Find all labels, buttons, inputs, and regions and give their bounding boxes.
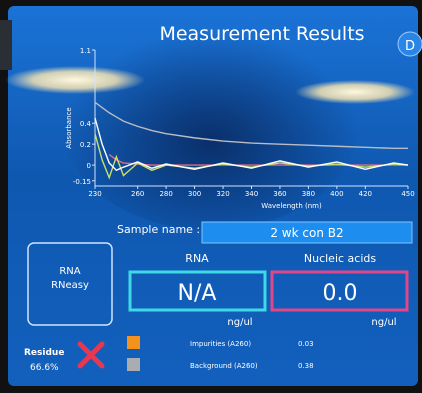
method-line2[interactable]: RNeasy bbox=[51, 280, 89, 291]
legend-swatch bbox=[127, 358, 140, 371]
x-axis-label: Wavelength (nm) bbox=[261, 202, 322, 210]
sample-value[interactable]: 2 wk con B2 bbox=[270, 226, 343, 240]
x-tick-label: 360 bbox=[273, 190, 286, 198]
sample-label: Sample name : bbox=[117, 223, 200, 236]
x-tick-label: 300 bbox=[188, 190, 201, 198]
x-tick-label: 420 bbox=[359, 190, 372, 198]
x-tick-label: 380 bbox=[302, 190, 315, 198]
legend-label: Background (A260) bbox=[190, 362, 258, 370]
legend-label: Impurities (A260) bbox=[190, 340, 251, 348]
y-tick-label: 0.4 bbox=[80, 120, 92, 128]
y-tick-label: 1.1 bbox=[80, 47, 91, 55]
x-tick-label: 320 bbox=[216, 190, 229, 198]
residue-label: Residue bbox=[24, 348, 64, 358]
legend-value: 0.03 bbox=[298, 340, 314, 348]
x-tick-label: 450 bbox=[401, 190, 414, 198]
result-label: RNA bbox=[185, 252, 209, 265]
method-line1[interactable]: RNA bbox=[59, 266, 80, 277]
residue-value: 66.6% bbox=[30, 363, 59, 373]
x-tick-label: 280 bbox=[159, 190, 172, 198]
y-tick-label: 0.2 bbox=[80, 141, 91, 149]
result-unit: ng/ul bbox=[227, 317, 252, 328]
glare bbox=[5, 66, 145, 94]
title: Measurement Results bbox=[159, 23, 364, 45]
bezel bbox=[0, 20, 12, 70]
x-tick-label: 260 bbox=[131, 190, 144, 198]
y-axis-label: Absorbance bbox=[65, 107, 73, 148]
glare bbox=[295, 80, 415, 104]
screen: Measurement Results D 1.1 0.4 0.2 0 -0.15 230… bbox=[0, 0, 422, 389]
legend-value: 0.38 bbox=[298, 362, 314, 370]
result-label: Nucleic acids bbox=[304, 252, 376, 265]
result-value: N/A bbox=[178, 281, 217, 306]
x-tick-label: 340 bbox=[245, 190, 258, 198]
menu-button-label[interactable]: D bbox=[405, 39, 415, 54]
y-tick-label: -0.15 bbox=[73, 178, 91, 186]
x-tick-label: 400 bbox=[330, 190, 343, 198]
result-value: 0.0 bbox=[323, 281, 358, 306]
result-unit: ng/ul bbox=[371, 317, 396, 328]
x-tick-label: 230 bbox=[88, 190, 101, 198]
legend-swatch bbox=[127, 336, 140, 349]
y-tick-label: 0 bbox=[87, 162, 91, 170]
